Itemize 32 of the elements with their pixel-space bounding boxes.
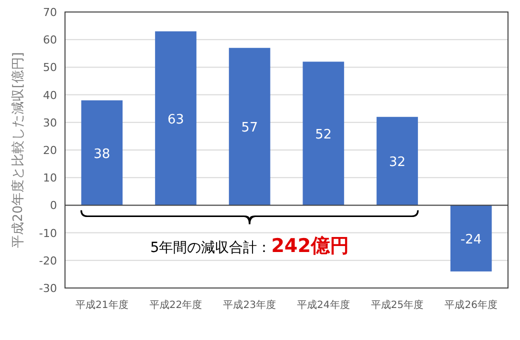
y-tick-label: -10 xyxy=(39,226,57,240)
data-label: 38 xyxy=(94,146,110,162)
x-tick-label: 平成26年度 xyxy=(444,299,498,311)
y-tick-label: 0 xyxy=(50,199,57,212)
bar xyxy=(376,116,418,206)
data-label: 63 xyxy=(167,112,184,128)
data-label: -24 xyxy=(460,232,482,248)
bar xyxy=(81,100,123,206)
y-tick-label: 20 xyxy=(43,144,57,157)
bar xyxy=(228,48,270,206)
y-axis-title: 平成20年度と比較した減収[億円] xyxy=(10,52,26,248)
data-label: 57 xyxy=(241,120,258,136)
annotation: 242億円 xyxy=(271,235,349,258)
y-tick-label: 50 xyxy=(43,61,57,74)
y-tick-label: 40 xyxy=(43,88,57,102)
bar xyxy=(450,205,492,272)
y-tick-label: -20 xyxy=(39,254,57,268)
x-tick-label: 平成24年度 xyxy=(297,299,350,311)
data-label: 52 xyxy=(315,127,332,142)
x-tick-label: 平成21年度 xyxy=(76,299,128,311)
annotation: 5年間の減収合計： xyxy=(150,240,272,256)
y-tick-label: 30 xyxy=(43,116,57,130)
x-tick-label: 平成23年度 xyxy=(223,299,276,311)
x-tick-label: 平成25年度 xyxy=(370,299,424,311)
y-tick-label: 70 xyxy=(43,6,57,19)
y-tick-label: -30 xyxy=(39,282,57,295)
y-tick-label: 10 xyxy=(43,172,57,185)
x-tick-label: 平成22年度 xyxy=(149,299,202,311)
bar xyxy=(155,31,196,206)
data-label: 32 xyxy=(388,155,406,170)
y-tick-label: 60 xyxy=(43,34,57,47)
bar xyxy=(302,62,344,206)
